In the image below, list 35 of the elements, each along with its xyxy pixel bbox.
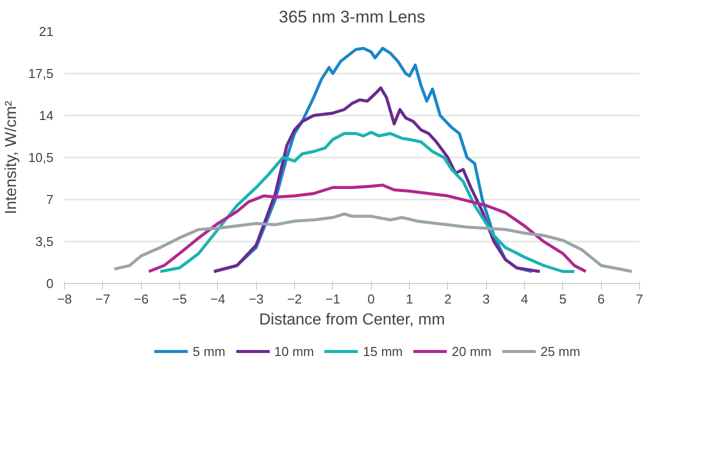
line-series (112, 212, 634, 273)
line-series (158, 130, 576, 273)
legend-label: 15 mm (363, 344, 403, 358)
x-tick-label: −3 (248, 292, 264, 306)
x-tick-label: −1 (325, 292, 340, 306)
x-tick-label: 6 (598, 292, 605, 306)
x-tick-label: 1 (406, 292, 414, 306)
legend-label: 5 mm (192, 344, 226, 358)
y-tick-label: 3,5 (35, 234, 54, 249)
legend-label: 20 mm (452, 344, 492, 358)
line-series (212, 86, 542, 273)
y-tick-label: 17,5 (28, 66, 54, 81)
x-tick-label: 5 (559, 292, 566, 306)
legend-label: 25 mm (540, 344, 580, 358)
x-tick-label: −2 (287, 292, 302, 306)
y-tick-label: 10,5 (28, 150, 54, 165)
x-tick-label: −7 (95, 292, 110, 306)
x-tick-label: 3 (482, 292, 490, 306)
x-tick-label: 2 (444, 292, 452, 306)
x-tick-label: −5 (172, 292, 187, 306)
y-tick-label: 21 (39, 24, 54, 39)
x-tick-label: −4 (210, 292, 226, 306)
chart-title: 365 nm 3-mm Lens (278, 8, 426, 26)
x-tick-label: 4 (520, 292, 528, 306)
x-tick-label: −8 (57, 292, 72, 306)
x-axis-title: Distance from Center, mm (259, 312, 445, 328)
y-axis-title: Intensity, W/cm² (3, 100, 20, 214)
y-tick-label: 0 (46, 276, 54, 291)
x-tick-label: 0 (368, 292, 375, 306)
legend-label: 10 mm (274, 344, 314, 358)
x-tick-label: 7 (636, 292, 644, 306)
y-tick-label: 7 (46, 192, 54, 207)
x-tick-label: −6 (134, 292, 149, 306)
line-series (147, 184, 588, 273)
y-tick-label: 14 (39, 108, 54, 123)
